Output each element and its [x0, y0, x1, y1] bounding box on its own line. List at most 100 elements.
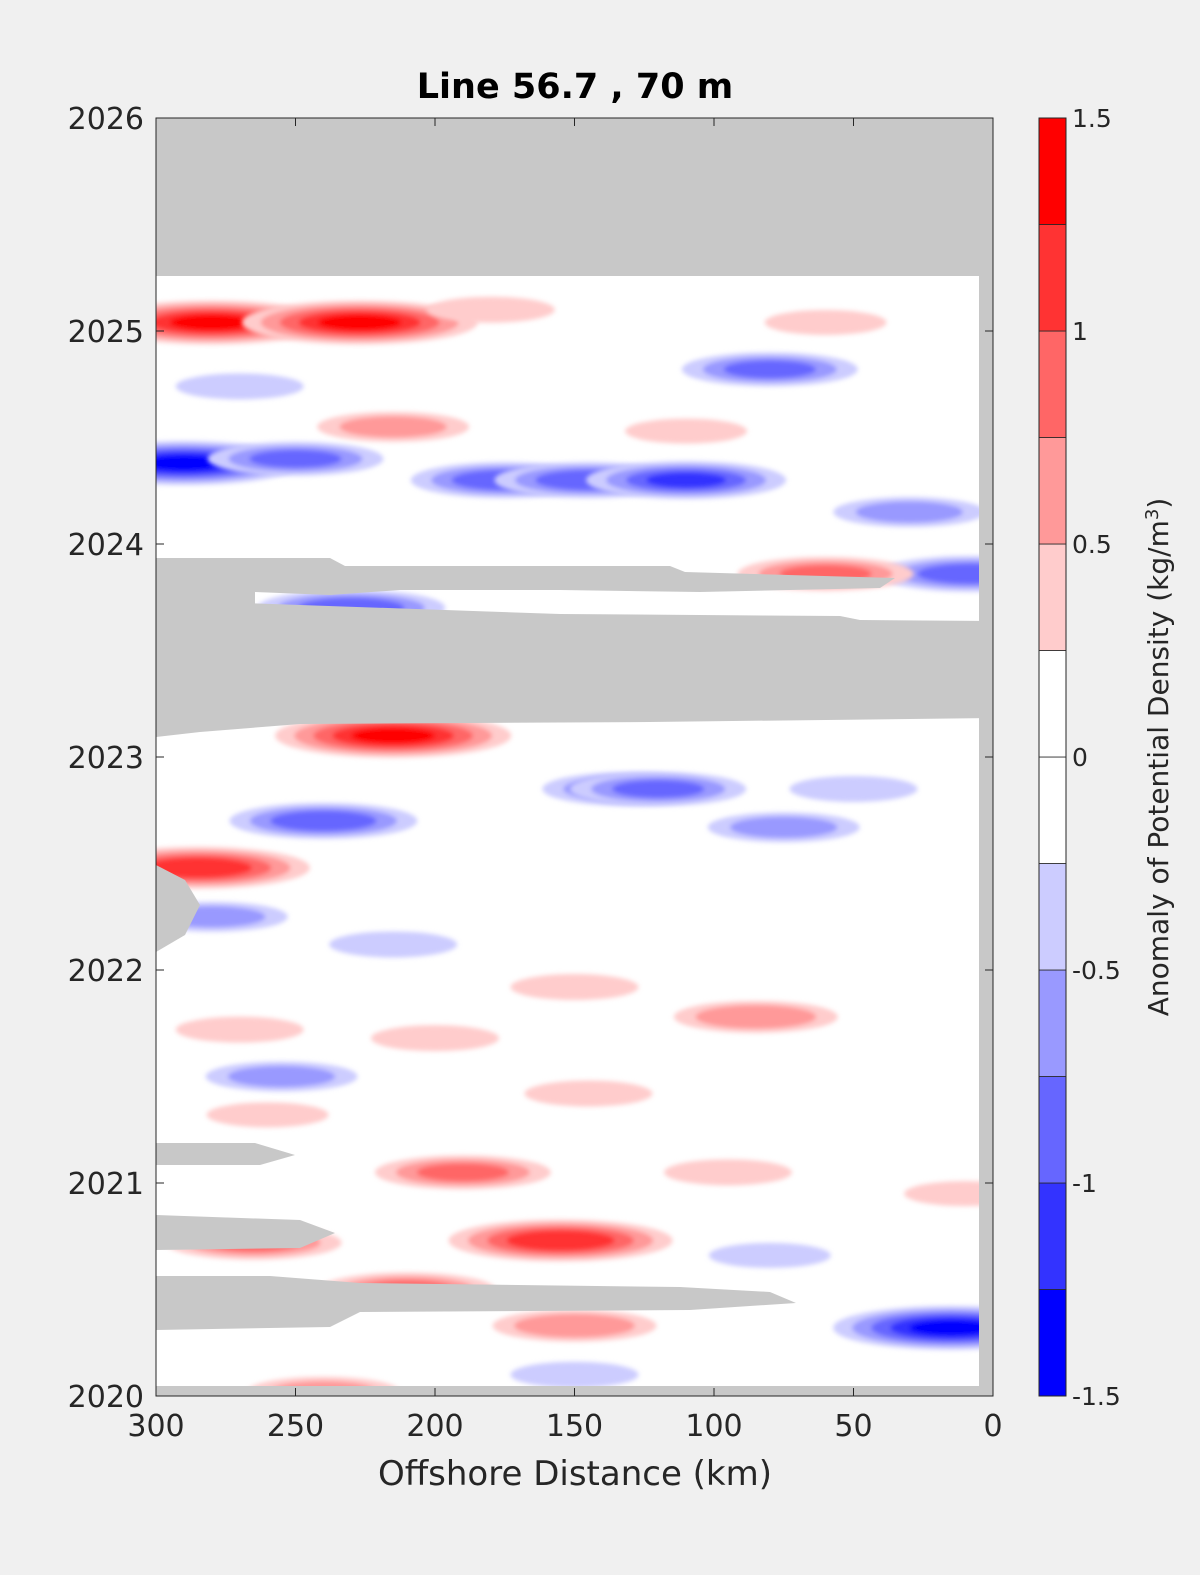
anomaly-patch — [586, 461, 787, 500]
anomaly-patch — [707, 812, 860, 843]
anomaly-level — [855, 501, 963, 523]
chart-title: Line 56.7 , 70 m — [417, 67, 734, 107]
colorbar-band — [1038, 437, 1067, 545]
anomaly-patch — [156, 846, 310, 889]
colorbar-bands — [1038, 117, 1067, 1397]
anomaly-level — [249, 449, 342, 468]
anomaly-patch — [374, 1155, 551, 1190]
anomaly-patch — [904, 1181, 993, 1207]
anomaly-level — [317, 314, 402, 331]
y-tick-label: 2022 — [68, 954, 144, 989]
anomaly-level — [339, 416, 447, 438]
anomaly-patch — [833, 497, 986, 528]
x-tick-label: 200 — [406, 1409, 463, 1444]
colorbar-band — [1038, 117, 1067, 225]
colorbar-tick-label: 1.5 — [1072, 104, 1112, 133]
colorbar-tick-label: 0.5 — [1072, 530, 1112, 559]
anomaly-level — [371, 1025, 499, 1052]
colorbar-label-superscript: 3 — [1142, 509, 1163, 520]
y-tick-label: 2023 — [68, 741, 144, 776]
colorbar-band — [1038, 650, 1067, 758]
anomaly-level — [506, 1230, 615, 1251]
anomaly-level — [917, 563, 993, 584]
anomaly-patch — [764, 309, 887, 335]
x-tick-label: 50 — [834, 1409, 872, 1444]
anomaly-patch — [329, 931, 458, 958]
anomaly-level — [708, 1242, 831, 1268]
anomaly-patch — [681, 352, 858, 387]
y-axis: 2020 2021 2022 2023 2024 2025 2026 — [68, 102, 993, 1415]
colorbar-band — [1038, 863, 1067, 971]
nodata-region — [156, 1215, 335, 1250]
anomaly-level — [156, 857, 252, 878]
anomaly-level — [426, 296, 555, 323]
anomaly-level — [329, 931, 458, 958]
y-tick-label: 2021 — [68, 1167, 144, 1202]
anomaly-level — [351, 727, 436, 744]
colorbar-band — [1038, 224, 1067, 332]
anomaly-level — [524, 1080, 653, 1107]
anomaly-patch — [876, 555, 993, 592]
anomaly-patch — [663, 1159, 792, 1186]
colorbar-tick-label: -1 — [1072, 1169, 1097, 1198]
nodata-region — [156, 1143, 295, 1165]
colorbar-band — [1038, 543, 1067, 651]
x-tick-label: 100 — [685, 1409, 742, 1444]
nodata-region — [156, 558, 895, 610]
colorbar-band — [1038, 1076, 1067, 1184]
anomaly-level — [169, 314, 254, 331]
anomaly-level — [227, 1065, 336, 1088]
anomaly-level — [764, 309, 887, 335]
anomaly-level — [625, 418, 748, 444]
colorbar-band — [1038, 756, 1067, 864]
anomaly-patch — [241, 300, 478, 345]
anomaly-patch — [175, 373, 304, 400]
anomaly-level — [510, 1361, 639, 1388]
anomaly-patch — [205, 1061, 358, 1092]
anomaly-level — [416, 1163, 509, 1182]
plot-area — [155, 117, 994, 1397]
x-tick-label: 250 — [267, 1409, 324, 1444]
anomaly-patch — [175, 1016, 304, 1043]
x-axis: 300 250 200 150 100 50 0 — [127, 118, 1003, 1444]
y-tick-label: 2024 — [68, 528, 144, 563]
anomaly-patch — [673, 1000, 838, 1033]
colorbar-label-end: ) — [1142, 498, 1175, 509]
colorbar-ticks: 1.5 1 0.5 0 -0.5 -1 -1.5 — [1072, 104, 1121, 1411]
anomaly-patch — [426, 296, 555, 323]
anomaly-level — [175, 373, 304, 400]
y-tick-label: 2020 — [68, 1380, 144, 1415]
anomaly-patch — [570, 771, 747, 806]
anomaly-patch — [510, 1361, 639, 1388]
anomaly-level — [695, 1005, 817, 1029]
nodata-region — [156, 118, 993, 276]
anomaly-level — [206, 1102, 329, 1128]
colorbar: 1.5 1 0.5 0 -0.5 -1 -1.5 Anomaly of Potential … — [1038, 104, 1175, 1411]
anomaly-patch — [275, 713, 512, 758]
anomaly-level — [270, 810, 377, 832]
nodata-region — [156, 600, 993, 737]
anomaly-level — [175, 1016, 304, 1043]
y-tick-label: 2025 — [68, 315, 144, 350]
colorbar-band — [1038, 330, 1067, 438]
anomaly-patch — [708, 1242, 831, 1268]
anomaly-patch — [207, 441, 384, 476]
x-tick-label: 300 — [127, 1409, 184, 1444]
anomaly-level — [663, 1159, 792, 1186]
colorbar-tick-label: 0 — [1072, 743, 1088, 772]
anomaly-patch — [833, 1305, 993, 1350]
anomaly-level — [612, 780, 705, 798]
anomaly-patch — [524, 1080, 653, 1107]
anomaly-level — [730, 816, 838, 838]
anomaly-level — [909, 1320, 993, 1336]
anomaly-patch — [492, 1309, 657, 1342]
y-tick-label: 2026 — [68, 102, 144, 137]
colorbar-band — [1038, 1182, 1067, 1290]
colorbar-tick-label: -1.5 — [1072, 1382, 1121, 1411]
colorbar-tick-label: -0.5 — [1072, 956, 1121, 985]
colorbar-band — [1038, 969, 1067, 1077]
anomaly-patch — [625, 418, 748, 444]
anomaly-patch — [229, 802, 418, 839]
anomaly-patch — [317, 411, 470, 442]
